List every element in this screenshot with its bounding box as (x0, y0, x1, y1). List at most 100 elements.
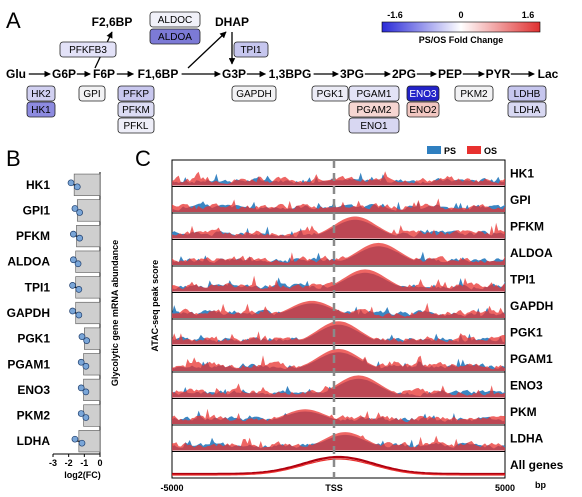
enzyme-tpi1: TPI1 (233, 41, 269, 58)
track-ldha: LDHA (171, 424, 544, 452)
track-label-ldha: LDHA (510, 431, 544, 445)
enzyme-eno2: ENO2 (406, 101, 440, 118)
chart-b-point (69, 282, 76, 289)
track-pkm: PKM (171, 398, 537, 426)
metabolite-f26bp: F2,6BP (92, 15, 133, 29)
enzyme-pgk1: PGK1 (311, 85, 349, 102)
metabolite-f1-6bp: F1,6BP (138, 67, 179, 81)
enzyme-pfkfb3: PFKFB3 (59, 41, 117, 58)
chart-b-category-pfkm: PFKM (16, 229, 50, 243)
chart-b-point (76, 234, 83, 242)
chart-b-point (71, 205, 79, 212)
panel-b: B -3 -2 -1 0 log2(FC) Glycolytic gene mRNA ab… (6, 146, 120, 480)
metabolite-3pg: 3PG (340, 67, 364, 81)
enzyme-label: LDHA (514, 105, 541, 116)
series-os-hk1 (172, 171, 505, 186)
track-hk1: HK1 (171, 159, 534, 187)
legend-swatch-ps (427, 146, 441, 154)
chart-b-point (78, 439, 86, 447)
chart-b-point (70, 256, 77, 264)
panel-letter-b: B (6, 146, 21, 171)
enzyme-pfkp: PFKP (117, 85, 155, 102)
chart-b-point (70, 230, 77, 238)
track-pfkm: PFKM (171, 212, 544, 240)
metabolite-g6p: G6P (52, 67, 76, 81)
chart-b-point (78, 333, 86, 340)
track-gapdh: GAPDH (171, 292, 553, 320)
legend-label-ps: PS (444, 146, 456, 156)
track-label-eno3: ENO3 (510, 378, 543, 392)
series-os-tpi1 (172, 269, 505, 292)
enzyme-label: PFKP (123, 89, 149, 100)
legend-max-label: 1.6 (522, 10, 535, 20)
enzyme-label: HK2 (31, 89, 51, 100)
metabolite-g3p: G3P (222, 67, 246, 81)
chart-b-category-eno3: ENO3 (17, 383, 50, 397)
enzyme-label: PGAM1 (356, 89, 391, 100)
metabolite-pep: PEP (438, 67, 462, 81)
chart-b-category-gpi1: GPI1 (23, 203, 51, 217)
track-label-tpi1: TPI1 (510, 272, 536, 286)
enzyme-eno1: ENO1 (348, 117, 400, 134)
enzyme-pgam1: PGAM1 (348, 85, 400, 102)
chart-b-gene-abundance: -3 -2 -1 0 log2(FC) Glycolytic gene mRNA abun… (7, 172, 120, 480)
chart-b-point (74, 260, 82, 268)
chart-b-point (82, 388, 90, 396)
enzyme-pfkl: PFKL (117, 117, 155, 134)
track-label-gapdh: GAPDH (510, 299, 553, 313)
metabolite-1-3bpg: 1,3BPG (269, 67, 312, 81)
chart-b-ylabel: Glycolytic gene mRNA abundance (110, 240, 120, 386)
enzyme-hk1: HK1 (26, 101, 56, 118)
series-os-aldoa (172, 242, 505, 265)
enzyme-label: ENO1 (360, 121, 388, 132)
chart-b-xtick-label: 0 (97, 458, 102, 468)
chart-b-xlabel: log2(FC) (64, 470, 101, 480)
enzyme-boxes: PFKFB3 ALDOC ALDOA TPI1 HK2 HK1 GPI PFKP PFKM PFK… (26, 11, 547, 134)
enzyme-label: ALDOA (158, 32, 192, 43)
chart-b-xtick-label: -3 (49, 458, 57, 468)
chart-b-point (67, 179, 75, 187)
track-pgk1: PGK1 (171, 318, 543, 346)
track-label-all-genes: All genes (510, 458, 564, 472)
enzyme-hk2: HK2 (26, 85, 56, 102)
track-eno3: ENO3 (171, 371, 543, 399)
metabolite-lac: Lac (538, 67, 559, 81)
legend-label-os: OS (484, 146, 497, 156)
series-os-eno3 (172, 375, 505, 398)
track-label-pfkm: PFKM (510, 219, 544, 233)
metabolite-pyr: PYR (486, 67, 511, 81)
pathway-row: Glu G6P F6P F1,6BP G3P 1,3BPG 3PG 2PG PEP PYR Lac (6, 67, 559, 81)
chart-b-point (69, 307, 76, 315)
chart-b-category-pgk1: PGK1 (17, 332, 50, 346)
enzyme-ldhb: LDHB (507, 85, 547, 102)
chart-c-xtick-label: 5000 (495, 483, 515, 493)
series-os-pgam1 (172, 348, 505, 371)
series-os-gapdh (172, 300, 505, 318)
chart-c-legend: PS OS (427, 146, 497, 156)
chart-b-point (75, 286, 83, 293)
enzyme-label: PKM2 (460, 89, 488, 100)
chart-b-point (82, 414, 90, 421)
fold-change-legend: -1.6 0 1.6 PS/OS Fold Change (381, 10, 541, 45)
enzyme-label: ENO2 (409, 105, 437, 116)
track-label-gpi: GPI (510, 193, 531, 207)
enzyme-gpi: GPI (78, 85, 106, 102)
track-label-pkm: PKM (510, 405, 537, 419)
enzyme-label: HK1 (31, 105, 51, 116)
chart-c-atac-tracks: PS OS ATAC-seq peak score HK1 GPI PFKM ALDOA TP… (150, 146, 564, 493)
series-ps-aldoa (172, 246, 505, 265)
enzyme-label: LDHB (514, 89, 541, 100)
chart-b-point (73, 183, 81, 191)
series-os-gpi (172, 198, 505, 212)
enzyme-label: PFKM (122, 105, 150, 116)
track-label-aldoa: ALDOA (510, 246, 553, 260)
series-os-ldha (172, 432, 505, 451)
series-ps-all-genes (172, 458, 505, 476)
track-gpi: GPI (171, 186, 531, 214)
chart-b-category-hk1: HK1 (26, 178, 50, 192)
legend-mid-label: 0 (458, 10, 463, 20)
chart-b-category-pkm2: PKM2 (17, 409, 51, 423)
track-label-hk1: HK1 (510, 166, 534, 180)
metabolite-f6p: F6P (93, 67, 115, 81)
enzyme-label: TPI1 (240, 45, 262, 56)
